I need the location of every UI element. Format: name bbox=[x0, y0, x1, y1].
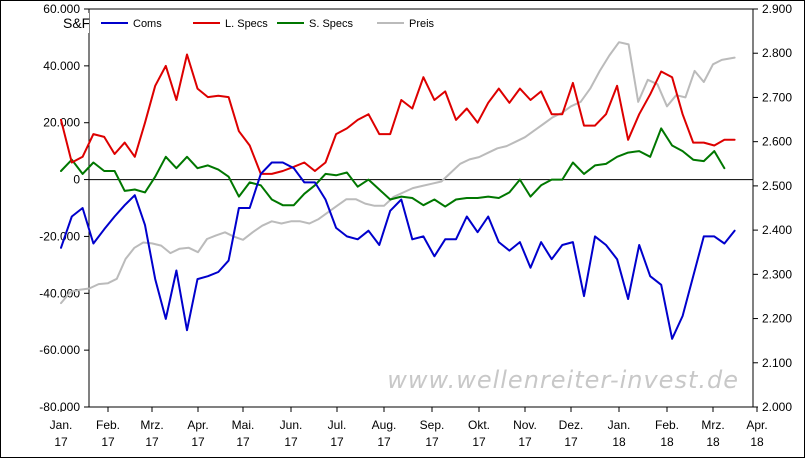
x-tick-label-month: Sep. bbox=[420, 418, 445, 432]
x-tick-label-month: Jun. bbox=[280, 418, 303, 432]
left-tick-label: -60.000 bbox=[39, 343, 80, 357]
x-tick-label-month: Nov. bbox=[513, 418, 537, 432]
right-tick-label: 2.100 bbox=[762, 356, 792, 370]
x-tick-label-month: Apr. bbox=[187, 418, 208, 432]
x-tick-label-year: 18 bbox=[706, 435, 720, 449]
legend-label-preis: Preis bbox=[409, 18, 435, 30]
legend: S&F Coms L. Specs S. Specs Preis bbox=[59, 13, 435, 33]
x-tick-label-year: 18 bbox=[612, 435, 626, 449]
x-tick-label-year: 17 bbox=[425, 435, 439, 449]
legend-items: Coms L. Specs S. Specs Preis bbox=[101, 18, 435, 30]
right-tick-label: 2.300 bbox=[762, 267, 792, 281]
title-background bbox=[59, 13, 89, 33]
x-tick-label-month: Jan. bbox=[50, 418, 73, 432]
left-tick-label: 40.000 bbox=[43, 59, 80, 73]
x-tick-label-year: 17 bbox=[191, 435, 205, 449]
right-tick-label: 2.600 bbox=[762, 135, 792, 149]
series-line-s-specs bbox=[60, 127, 726, 208]
left-tick-label: -20.000 bbox=[39, 229, 80, 243]
series-line-coms bbox=[60, 161, 736, 340]
left-tick-label: 60.000 bbox=[43, 2, 80, 16]
plot-area bbox=[88, 8, 754, 408]
x-tick-label-year: 18 bbox=[660, 435, 674, 449]
x-tick-label-year: 17 bbox=[377, 435, 391, 449]
legend-label-l-specs: L. Specs bbox=[225, 18, 268, 30]
x-tick-label-year: 17 bbox=[518, 435, 532, 449]
right-tick-label: 2.200 bbox=[762, 312, 792, 326]
x-tick-label-year: 17 bbox=[101, 435, 115, 449]
x-tick-label-month: Mrz. bbox=[701, 418, 724, 432]
legend-label-coms: Coms bbox=[133, 18, 162, 30]
x-tick-label-month: Mrz. bbox=[140, 418, 163, 432]
series-line-l-specs bbox=[60, 53, 736, 175]
x-axis: Jan. 17 Feb. 17 Mrz. 17 Apr. 17 Mai. 17 Jun. 17 Jul.… bbox=[50, 407, 768, 449]
right-tick-label: 2.800 bbox=[762, 46, 792, 60]
left-tick-label: -40.000 bbox=[39, 286, 80, 300]
x-tick-label-year: 17 bbox=[330, 435, 344, 449]
x-tick-label-year: 17 bbox=[236, 435, 250, 449]
right-tick-label: 2.400 bbox=[762, 223, 792, 237]
x-tick-label-year: 17 bbox=[145, 435, 159, 449]
plot-border bbox=[88, 8, 754, 408]
series-layer bbox=[60, 41, 736, 340]
left-axis: -80.000-60.000-40.000-20.000020.00040.00… bbox=[39, 2, 89, 414]
x-tick-label-year: 17 bbox=[564, 435, 578, 449]
x-tick-label-year: 17 bbox=[472, 435, 486, 449]
watermark: www.wellenreiter-invest.de bbox=[387, 366, 739, 394]
x-tick-label-year: 17 bbox=[284, 435, 298, 449]
left-tick-label: -80.000 bbox=[39, 400, 80, 414]
legend-label-s-specs: S. Specs bbox=[309, 18, 354, 30]
x-tick-label-year: 18 bbox=[750, 435, 764, 449]
x-tick-label-year: 17 bbox=[54, 435, 68, 449]
x-tick-label-month: Dez. bbox=[559, 418, 584, 432]
x-tick-label-month: Jul. bbox=[328, 418, 347, 432]
x-tick-label-month: Jan. bbox=[608, 418, 631, 432]
right-tick-label: 2.700 bbox=[762, 90, 792, 104]
right-tick-label: 2.900 bbox=[762, 2, 792, 16]
x-tick-label-month: Okt. bbox=[468, 418, 490, 432]
left-tick-label: 0 bbox=[73, 173, 80, 187]
x-tick-label-month: Feb. bbox=[96, 418, 120, 432]
x-tick-label-month: Apr. bbox=[746, 418, 767, 432]
x-tick-label-month: Mai. bbox=[232, 418, 255, 432]
right-axis: 2.000 2.100 2.200 2.300 2.400 2.500 2.600 2.700… bbox=[753, 2, 792, 414]
series-line-preis bbox=[60, 41, 736, 305]
chart-title: S&F bbox=[63, 15, 90, 31]
x-tick-label-month: Feb. bbox=[655, 418, 679, 432]
right-tick-label: 2.500 bbox=[762, 179, 792, 193]
right-tick-label: 2.000 bbox=[762, 400, 792, 414]
x-tick-label-month: Aug. bbox=[372, 418, 397, 432]
